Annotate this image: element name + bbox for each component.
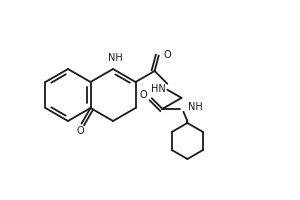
Text: O: O — [77, 126, 84, 136]
Text: HN: HN — [151, 84, 165, 94]
Text: NH: NH — [108, 53, 122, 63]
Text: O: O — [139, 90, 147, 100]
Text: O: O — [164, 50, 171, 60]
Text: NH: NH — [188, 102, 203, 112]
